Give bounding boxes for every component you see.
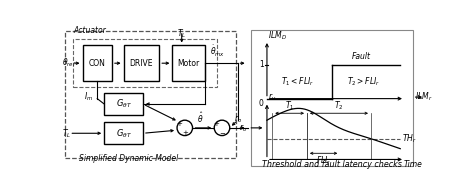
Text: $T_2 > FLI_r$: $T_2 > FLI_r$: [346, 75, 380, 88]
Bar: [104, 123, 143, 144]
Text: $\hat{\theta}$: $\hat{\theta}$: [197, 110, 204, 125]
Text: $\theta_{ref}$: $\theta_{ref}$: [62, 57, 76, 69]
Text: Simplified Dynamic Model: Simplified Dynamic Model: [79, 153, 178, 163]
Text: +: +: [214, 121, 219, 127]
Text: Fault: Fault: [352, 52, 371, 61]
Text: Time: Time: [403, 160, 422, 169]
Text: $T_L$: $T_L$: [177, 27, 186, 40]
Text: 0: 0: [259, 99, 264, 108]
Text: $T_1 < FLI_r$: $T_1 < FLI_r$: [282, 75, 314, 88]
Text: DRIVE: DRIVE: [130, 59, 153, 68]
Text: +: +: [176, 121, 182, 127]
Circle shape: [214, 120, 230, 135]
Text: $I_m$: $I_m$: [84, 91, 93, 103]
Text: $TH_r$: $TH_r$: [402, 132, 417, 145]
Bar: [73, 39, 217, 87]
Text: $T_1$: $T_1$: [285, 99, 294, 112]
Text: −: −: [219, 131, 225, 137]
Bar: [173, 46, 205, 81]
Text: 1: 1: [259, 60, 264, 69]
Text: Actuator: Actuator: [73, 26, 106, 35]
Text: Motor: Motor: [178, 59, 200, 68]
Text: $r_v$: $r_v$: [268, 92, 277, 103]
Bar: [124, 46, 159, 81]
Text: $T_L$: $T_L$: [62, 127, 71, 140]
Circle shape: [177, 120, 192, 135]
Bar: [82, 46, 112, 81]
Text: $r_o$: $r_o$: [239, 122, 247, 134]
Bar: [104, 93, 143, 115]
Bar: [65, 31, 236, 158]
Text: $ILM_D$: $ILM_D$: [268, 29, 287, 42]
Bar: [251, 30, 413, 166]
Text: $G_{\theta T}$: $G_{\theta T}$: [116, 98, 132, 110]
Text: $ILM_r$: $ILM_r$: [415, 91, 433, 103]
Text: $G_{\theta T}$: $G_{\theta T}$: [116, 127, 132, 140]
Text: Threshold and fault latency checks: Threshold and fault latency checks: [262, 160, 402, 169]
Text: $r_o$: $r_o$: [235, 113, 243, 125]
Text: $FLI_r$: $FLI_r$: [316, 155, 331, 167]
Text: CON: CON: [89, 59, 106, 68]
Text: +: +: [182, 130, 188, 136]
Text: $T_2$: $T_2$: [334, 99, 344, 112]
Text: $\dot{\theta}_{mx}$: $\dot{\theta}_{mx}$: [210, 43, 225, 59]
